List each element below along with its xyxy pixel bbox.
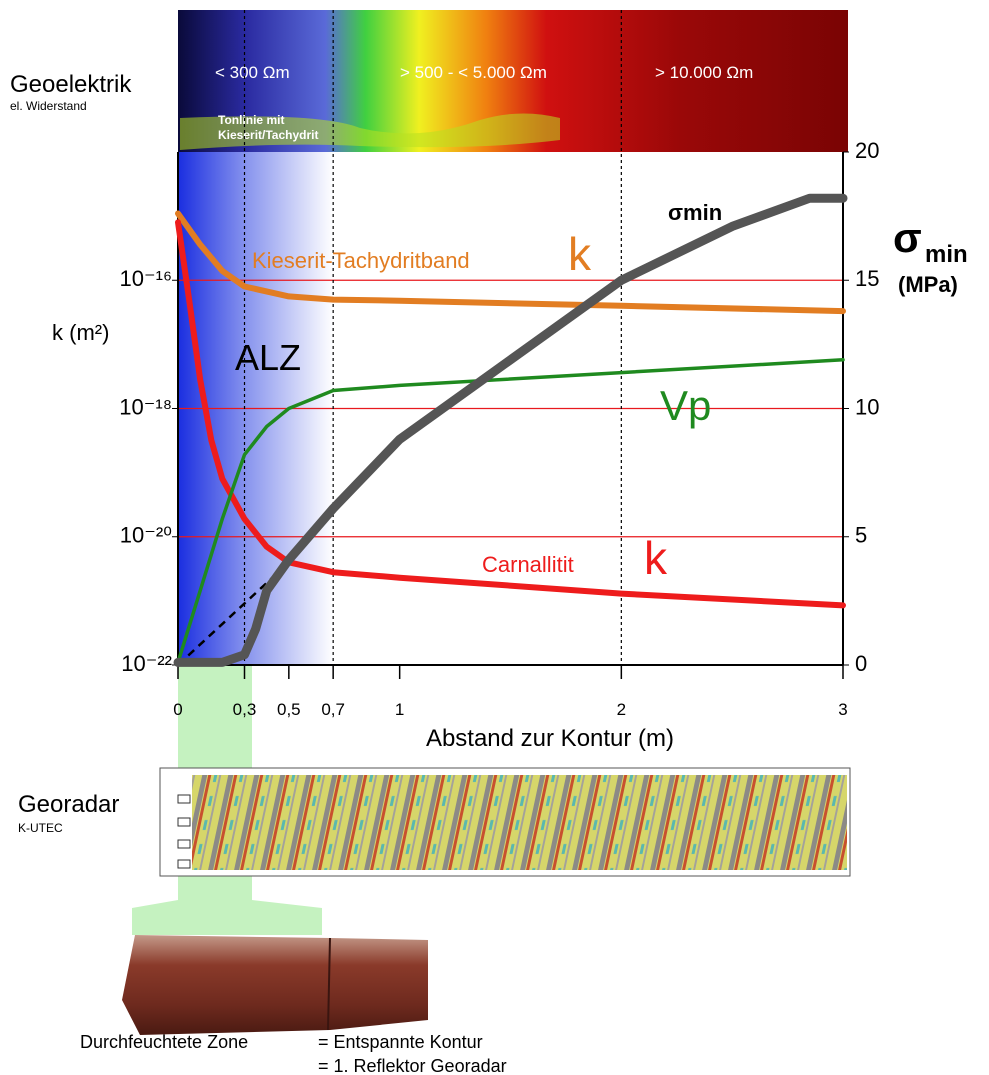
series-label: σmin [668,200,722,225]
core-crack [327,937,331,1031]
note: Kieserit/Tachydrit [218,128,318,142]
series-symbol: k [644,532,668,584]
core-equals: = Entspannte Kontur [318,1032,483,1052]
y2-tick-label: 10 [855,394,879,419]
x-tick-label: 3 [838,700,847,719]
x-tick-label: 1 [395,700,404,719]
series-line [175,219,846,609]
series-line [173,193,848,667]
x-tick-label: 0,3 [233,700,257,719]
y2-tick-label: 5 [855,523,867,548]
core-caption: Durchfeuchtete Zone [80,1032,248,1052]
zone-label: ALZ [235,337,301,378]
core-equals: = 1. Reflektor Georadar [318,1056,507,1075]
y-tick-label: 10⁻²² [121,651,172,676]
y2-tick-label: 0 [855,651,867,676]
series-label: Kieserit-Tachydritband [252,248,470,273]
wet-zone [178,665,252,770]
x-tick-label: 0,5 [277,700,301,719]
georadar-image [192,775,847,870]
reference-line [177,561,290,666]
y-tick-label: 10⁻¹⁶ [120,266,172,291]
series-label: Vp [660,382,711,429]
georadar-subtitle: K-UTEC [18,821,63,835]
series-label: Carnallitit [482,552,574,577]
zone-label: < 300 Ωm [215,63,290,82]
x-axis-label: Abstand zur Kontur (m) [426,725,674,752]
series-line [176,358,845,665]
y2-axis-label: (MPa) [898,272,958,297]
clay-layer [180,113,560,150]
x-tick-label: 2 [617,700,626,719]
y2-tick-label: 20 [855,138,879,163]
y-axis-label: k (m²) [52,320,109,345]
y2-axis-label: min [925,241,968,268]
zone-label: > 500 - < 5.000 Ωm [400,63,547,82]
georadar-markers [177,794,191,869]
geoelectric-title: Geoelektrik [10,71,132,98]
x-tick-label: 0,7 [321,700,345,719]
x-tick-label: 0 [173,700,182,719]
zone-label: > 10.000 Ωm [655,63,753,82]
georadar-title: Georadar [18,791,119,818]
core-photo [122,935,428,1035]
wet-zone [132,876,322,935]
series-line [175,210,846,315]
y-tick-label: 10⁻²⁰ [120,523,172,548]
series-symbol: k [568,228,592,280]
y-tick-label: 10⁻¹⁸ [119,394,172,419]
y2-axis-label: σ [893,214,922,261]
note: Tonlinie mit [218,113,284,127]
geoelectric-subtitle: el. Widerstand [10,99,87,113]
y2-tick-label: 15 [855,266,879,291]
